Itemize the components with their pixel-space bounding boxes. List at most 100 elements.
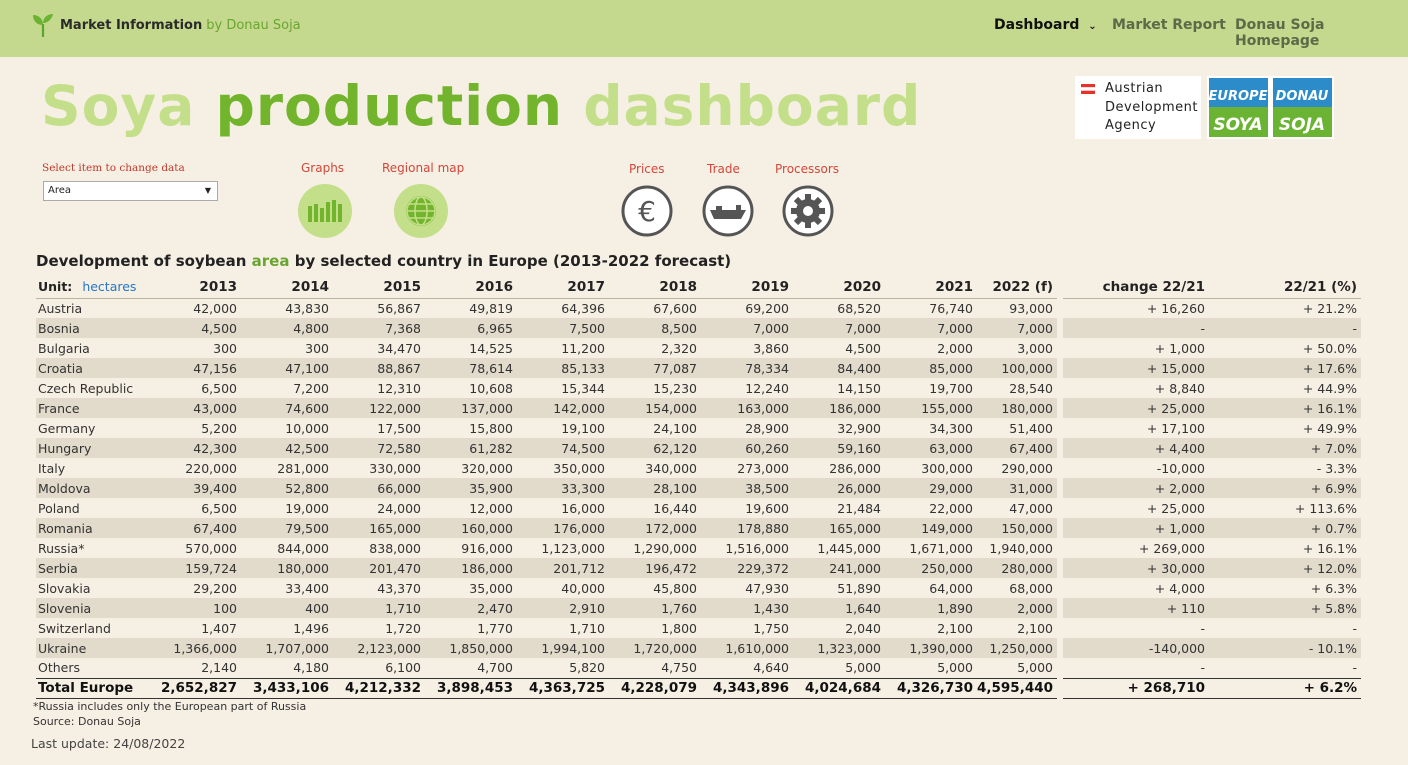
table-cell: 241,000 [793, 558, 885, 578]
gear-icon [782, 185, 834, 237]
table-cell: 34,470 [377, 340, 421, 356]
table-cell: 67,400 [149, 518, 241, 538]
euro-icon: € [621, 185, 673, 237]
table-cell: 155,000 [885, 398, 977, 418]
column-header[interactable]: 2019 [701, 276, 793, 299]
change-cell: + 30,000 [1063, 558, 1210, 578]
table-cell: 78,614 [425, 358, 517, 378]
table-cell: 1,940,000 [989, 540, 1054, 556]
column-header[interactable]: 2015 [333, 276, 425, 299]
table-cell: 4,640 [753, 660, 789, 676]
table-cell: 330,000 [369, 460, 421, 476]
table-cell: 15,344 [561, 380, 605, 396]
table-cell: 14,525 [469, 340, 513, 356]
column-header[interactable]: 2022 (f) [977, 276, 1058, 299]
sprout-icon [33, 14, 53, 37]
table-cell: 68,000 [1009, 580, 1054, 596]
trade-button[interactable] [701, 184, 755, 238]
table-cell: 1,710 [333, 598, 425, 618]
austrian-development-agency-logo[interactable]: Austrian Development Agency [1075, 76, 1201, 139]
table-row: Slovenia 100 400 1,710 2,470 2,910 1,760 1,430 1… [36, 598, 1362, 618]
column-header[interactable]: change 22/21 [1063, 276, 1210, 299]
footnote: *Russia includes only the European part … [33, 700, 307, 713]
row-label: Italy [38, 460, 66, 476]
table-row: Czech Republic 6,500 7,200 12,310 10,608 15,3… [36, 378, 1361, 398]
regional-map-button[interactable] [394, 184, 448, 238]
europe-soya-donau-soja-logo[interactable]: EUROPE DONAU SOYA SOJA [1207, 76, 1334, 139]
table-cell: 24,100 [653, 420, 697, 436]
column-header[interactable]: 2020 [793, 276, 885, 299]
column-header[interactable]: 22/21 (%) [1209, 276, 1362, 299]
row-label: Slovenia [36, 598, 149, 618]
column-header[interactable]: 2014 [241, 276, 333, 299]
percent-change-cell: + 12.0% [1209, 558, 1362, 578]
prices-button[interactable]: € [620, 184, 674, 238]
percent-change-cell: - [1209, 318, 1362, 338]
percent-change-cell: + 7.0% [1209, 438, 1362, 458]
table-cell: 350,000 [553, 460, 605, 476]
table-cell: 19,100 [561, 420, 605, 436]
ada-line1: Austrian [1105, 81, 1164, 96]
table-cell: 1,610,000 [701, 638, 793, 658]
table-cell: 6,500 [201, 380, 237, 396]
column-header[interactable]: 2021 [885, 276, 977, 299]
table-cell: 29,200 [193, 580, 237, 596]
table-cell: 2,040 [845, 620, 881, 636]
table-cell: 186,000 [793, 398, 885, 418]
data-item-select[interactable]: Area ▼ [43, 181, 218, 201]
logo-soya-text: SOYA [1213, 115, 1262, 135]
column-header[interactable]: 2016 [425, 276, 517, 299]
row-label: Poland [38, 500, 80, 516]
table-cell: 12,000 [469, 500, 513, 516]
table-cell: 290,000 [1001, 460, 1054, 476]
table-row: Bosnia 4,500 4,800 7,368 6,965 7,500 8,500 7,00… [36, 318, 1362, 338]
table-cell: 42,000 [193, 300, 237, 316]
table-cell: 2,100 [937, 620, 973, 636]
prices-label: Prices [629, 162, 665, 176]
table-cell: 570,000 [185, 540, 237, 556]
table-cell: 64,396 [561, 300, 605, 316]
table-cell: 67,600 [653, 300, 697, 316]
change-cell: + 1,000 [1154, 340, 1206, 356]
table-cell: 33,400 [285, 580, 329, 596]
brand-logo[interactable]: Market Information by Donau Soja [30, 12, 301, 38]
column-header[interactable]: 2013 [149, 276, 241, 299]
table-cell: 201,712 [517, 558, 609, 578]
column-header[interactable]: 2017 [517, 276, 609, 299]
table-cell: 16,440 [653, 500, 697, 516]
nav-dashboard[interactable]: Dashboard ⌄ [994, 17, 1097, 33]
change-cell: - [1200, 660, 1206, 676]
table-cell: 32,900 [837, 420, 881, 436]
table-title-highlight: area [251, 252, 290, 270]
table-row: Ukraine 1,366,000 1,707,000 2,123,000 1,850,… [36, 638, 1362, 658]
change-cell: -10,000 [1156, 460, 1206, 476]
table-cell: 6,500 [201, 500, 237, 516]
logo-soja-text: SOJA [1279, 115, 1325, 135]
table-cell: 4,180 [293, 660, 329, 676]
select-item-label: Select item to change data [42, 162, 185, 174]
nav-homepage[interactable]: Donau Soja Homepage [1235, 17, 1325, 49]
column-header[interactable]: 2018 [609, 276, 701, 299]
table-cell: 2,320 [661, 340, 697, 356]
table-cell: 61,282 [425, 438, 517, 458]
processors-button[interactable] [781, 184, 835, 238]
table-cell: 1,750 [753, 620, 789, 636]
nav-market-report[interactable]: Market Report [1112, 17, 1226, 33]
table-cell: 34,300 [929, 420, 973, 436]
table-cell: 16,000 [561, 500, 605, 516]
table-cell: 88,867 [333, 358, 425, 378]
table-cell: 340,000 [645, 460, 697, 476]
table-cell: 196,472 [609, 558, 701, 578]
table-cell: 72,580 [333, 438, 425, 458]
regional-map-label: Regional map [382, 161, 465, 175]
table-cell: 49,819 [469, 300, 513, 316]
graphs-button[interactable] [298, 184, 352, 238]
row-label: Czech Republic [38, 380, 134, 396]
table-title-post: by selected country in Europe (2013-2022… [294, 252, 732, 270]
table-cell: 2,470 [425, 598, 517, 618]
table-cell: 4,363,725 [517, 677, 609, 699]
table-row: Slovakia 29,200 33,400 43,370 35,000 40,000 45… [36, 578, 1361, 598]
row-label: Bosnia [36, 318, 149, 338]
table-cell: 844,000 [277, 540, 329, 556]
table-cell: 2,123,000 [333, 638, 425, 658]
